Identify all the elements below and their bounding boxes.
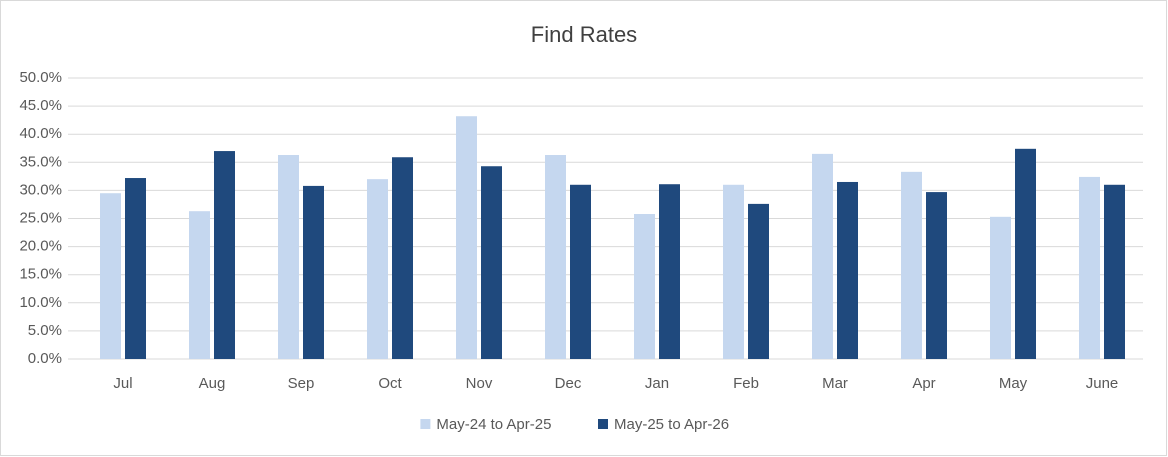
y-tick-label: 50.0% <box>19 69 62 86</box>
x-tick-label: Mar <box>822 375 848 392</box>
y-tick-label: 15.0% <box>19 266 62 283</box>
y-tick-label: 20.0% <box>19 238 62 255</box>
bar <box>125 178 146 359</box>
bar <box>926 192 947 359</box>
bar <box>481 166 502 359</box>
bar <box>303 185 324 359</box>
y-tick-label: 25.0% <box>19 209 62 226</box>
x-tick-label: Feb <box>733 375 759 392</box>
bar <box>367 179 388 359</box>
bar <box>723 184 744 359</box>
y-tick-label: 35.0% <box>19 153 62 170</box>
bar <box>214 151 235 359</box>
bar <box>278 154 299 359</box>
legend-label: May-24 to Apr-25 <box>436 416 551 433</box>
bar <box>901 171 922 359</box>
legend-label: May-25 to Apr-26 <box>614 416 729 433</box>
x-tick-label: Nov <box>466 375 493 392</box>
x-tick-label: June <box>1086 375 1119 392</box>
bar <box>990 216 1011 359</box>
legend-swatch <box>598 419 608 429</box>
bar <box>1104 184 1125 359</box>
y-tick-label: 45.0% <box>19 97 62 114</box>
bar <box>812 153 833 359</box>
x-tick-label: Jan <box>645 375 669 392</box>
bar <box>634 214 655 359</box>
x-tick-label: Sep <box>288 375 315 392</box>
y-tick-label: 40.0% <box>19 125 62 142</box>
x-tick-label: Dec <box>555 375 582 392</box>
x-tick-label: Apr <box>912 375 935 392</box>
bar <box>837 181 858 359</box>
y-tick-label: 5.0% <box>28 322 62 339</box>
bar <box>456 116 477 359</box>
bar <box>392 157 413 359</box>
y-tick-label: 30.0% <box>19 181 62 198</box>
bar <box>659 184 680 359</box>
bar <box>545 154 566 359</box>
x-tick-label: Aug <box>199 375 226 392</box>
bar <box>748 203 769 359</box>
x-tick-label: Jul <box>113 375 132 392</box>
x-tick-label: Oct <box>378 375 402 392</box>
bar <box>570 184 591 359</box>
x-tick-label: May <box>999 375 1028 392</box>
bar <box>189 211 210 359</box>
y-tick-label: 0.0% <box>28 350 62 367</box>
bar <box>100 193 121 359</box>
bar <box>1079 176 1100 359</box>
bar <box>1015 148 1036 359</box>
chart-title: Find Rates <box>531 22 637 47</box>
legend-swatch <box>420 419 431 429</box>
y-tick-label: 10.0% <box>19 294 62 311</box>
